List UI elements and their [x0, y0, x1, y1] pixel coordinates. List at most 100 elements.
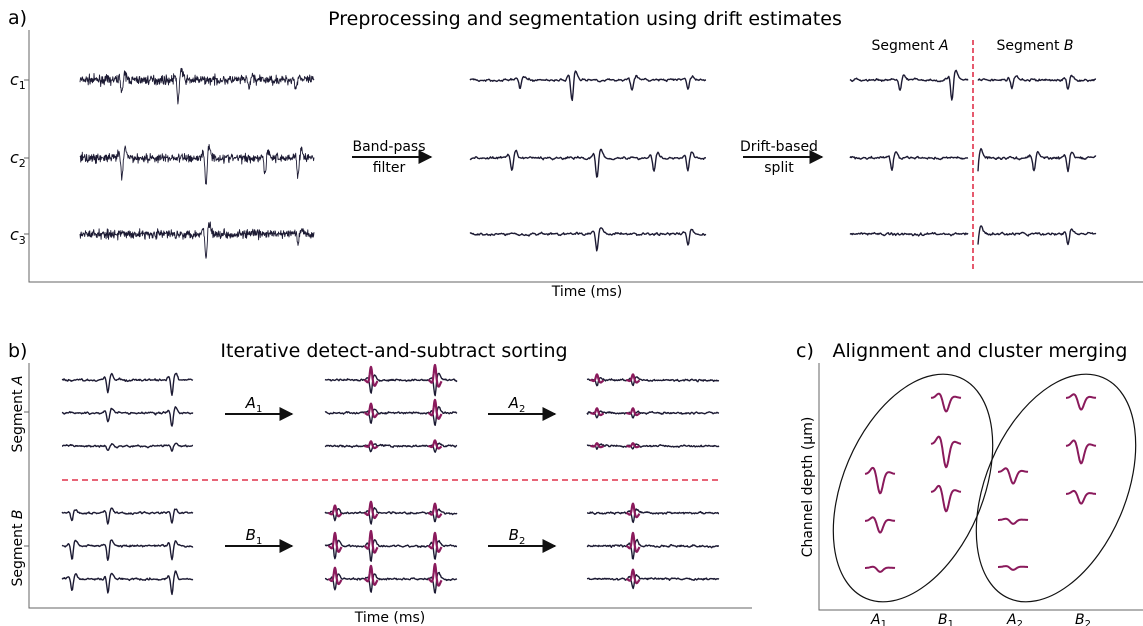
drift-split-label: Drift-based: [740, 139, 818, 155]
filtered-trace: [469, 227, 707, 252]
detected-spike: [427, 398, 443, 420]
panel-b-letter: b): [8, 340, 27, 362]
segment-b-trace: [977, 147, 1097, 173]
segment-b-trace: [977, 74, 1097, 90]
segment-b-trace: [977, 225, 1097, 246]
panel-a: a) Preprocessing and segmentation using …: [8, 7, 1143, 300]
sorting-trace: [61, 539, 194, 561]
raw-traces: [79, 67, 315, 259]
detected-spike: [625, 568, 641, 585]
sorting-traces: [61, 363, 720, 596]
step-b1-label: B1: [246, 526, 263, 547]
sorting-trace: [586, 443, 720, 450]
sorting-trace: [324, 442, 458, 453]
detected-spike: [363, 564, 379, 586]
detected-spike: [427, 562, 443, 587]
sorting-trace: [586, 538, 719, 560]
detected-spike: [625, 407, 641, 417]
sorting-trace: [324, 571, 458, 594]
detected-spike: [427, 531, 443, 553]
cluster-waveform: [864, 466, 896, 495]
cluster-ellipse-2: [975, 373, 1137, 603]
panel-a-letter: a): [8, 7, 27, 29]
cluster-waveform: [864, 516, 896, 534]
sorting-trace: [586, 410, 720, 419]
xtick-b2: B2: [1075, 612, 1091, 626]
cluster-waveform: [1065, 489, 1097, 505]
cluster-waveform: [930, 435, 962, 469]
filtered-trace: [469, 70, 707, 102]
panel-b-title: Iterative detect-and-subtract sorting: [220, 340, 567, 362]
detected-spike: [363, 440, 379, 450]
channel-label-c2: c2: [10, 148, 26, 170]
detected-spike: [589, 373, 605, 384]
cluster-waveform: [997, 467, 1029, 485]
detected-spike: [625, 442, 641, 449]
sorting-trace: [324, 406, 458, 426]
channel-label-c3: c3: [10, 225, 26, 247]
detected-spike: [589, 407, 605, 417]
channel-label-c1: c1: [10, 70, 26, 92]
raw-trace: [79, 143, 315, 185]
step-a1-label: A1: [245, 394, 263, 415]
sorting-trace: [324, 507, 458, 525]
cluster-waveform: [930, 392, 962, 413]
xtick-a2: A2: [1006, 612, 1023, 626]
cluster-waveform: [997, 517, 1029, 525]
detected-spike: [363, 402, 379, 419]
raw-trace: [79, 221, 315, 259]
sorting-trace: [587, 508, 719, 524]
filtered-trace: [469, 148, 706, 178]
xtick-b1: B1: [938, 612, 954, 626]
panel-b-axes: [28, 363, 752, 609]
panel-c-ylabel: Channel depth (µm): [800, 417, 816, 558]
sorting-trace: [61, 507, 194, 525]
cluster-waveforms: [864, 392, 1097, 573]
segment-a-trace: [849, 231, 969, 237]
detected-spike: [363, 365, 379, 387]
cluster-waveform: [930, 484, 962, 513]
sorting-trace: [586, 574, 720, 590]
panel-c: c) Alignment and cluster merging Channel…: [796, 340, 1143, 626]
cluster-waveform: [1065, 439, 1097, 465]
detected-spike: [363, 529, 379, 554]
panel-a-title: Preprocessing and segmentation using dri…: [328, 8, 842, 30]
panel-c-axes: [818, 363, 1143, 611]
filtered-traces: [469, 70, 707, 252]
cluster-waveform: [1065, 393, 1097, 411]
panel-b: b) Iterative detect-and-subtract sorting…: [8, 340, 752, 626]
panel-a-xlabel: Time (ms): [551, 284, 623, 300]
detected-spike: [427, 502, 443, 519]
step-b2-label: B2: [509, 526, 526, 547]
sorting-trace: [61, 570, 194, 596]
detected-spike: [327, 566, 343, 586]
segment-a-trace: [849, 69, 969, 101]
detected-spike: [427, 439, 443, 450]
band-pass-label: Band-pass: [352, 139, 425, 155]
detected-spike: [625, 502, 641, 519]
sorting-trace: [324, 539, 458, 562]
drift-split-label-2: split: [764, 160, 794, 176]
panel-c-title: Alignment and cluster merging: [833, 340, 1128, 362]
panel-c-letter: c): [796, 340, 814, 362]
cluster-waveform: [997, 565, 1029, 571]
panel-a-axes: [28, 30, 1143, 283]
sorting-trace: [324, 372, 458, 397]
raw-trace: [79, 67, 315, 105]
sorting-trace: [62, 442, 194, 452]
detected-spike: [589, 442, 605, 449]
detected-spike: [625, 373, 641, 384]
panel-b-xlabel: Time (ms): [354, 610, 426, 626]
sorting-trace: [586, 376, 720, 387]
sorting-trace: [61, 372, 194, 396]
cluster-waveform: [864, 565, 896, 573]
detected-spike: [327, 531, 343, 553]
detected-spike: [427, 363, 443, 388]
band-pass-label-2: filter: [373, 160, 406, 176]
xtick-a1: A1: [870, 612, 887, 626]
sorting-trace: [61, 406, 194, 427]
split-traces: [849, 69, 1097, 246]
segment-a-trace: [849, 151, 969, 171]
step-a2-label: A2: [508, 394, 526, 415]
